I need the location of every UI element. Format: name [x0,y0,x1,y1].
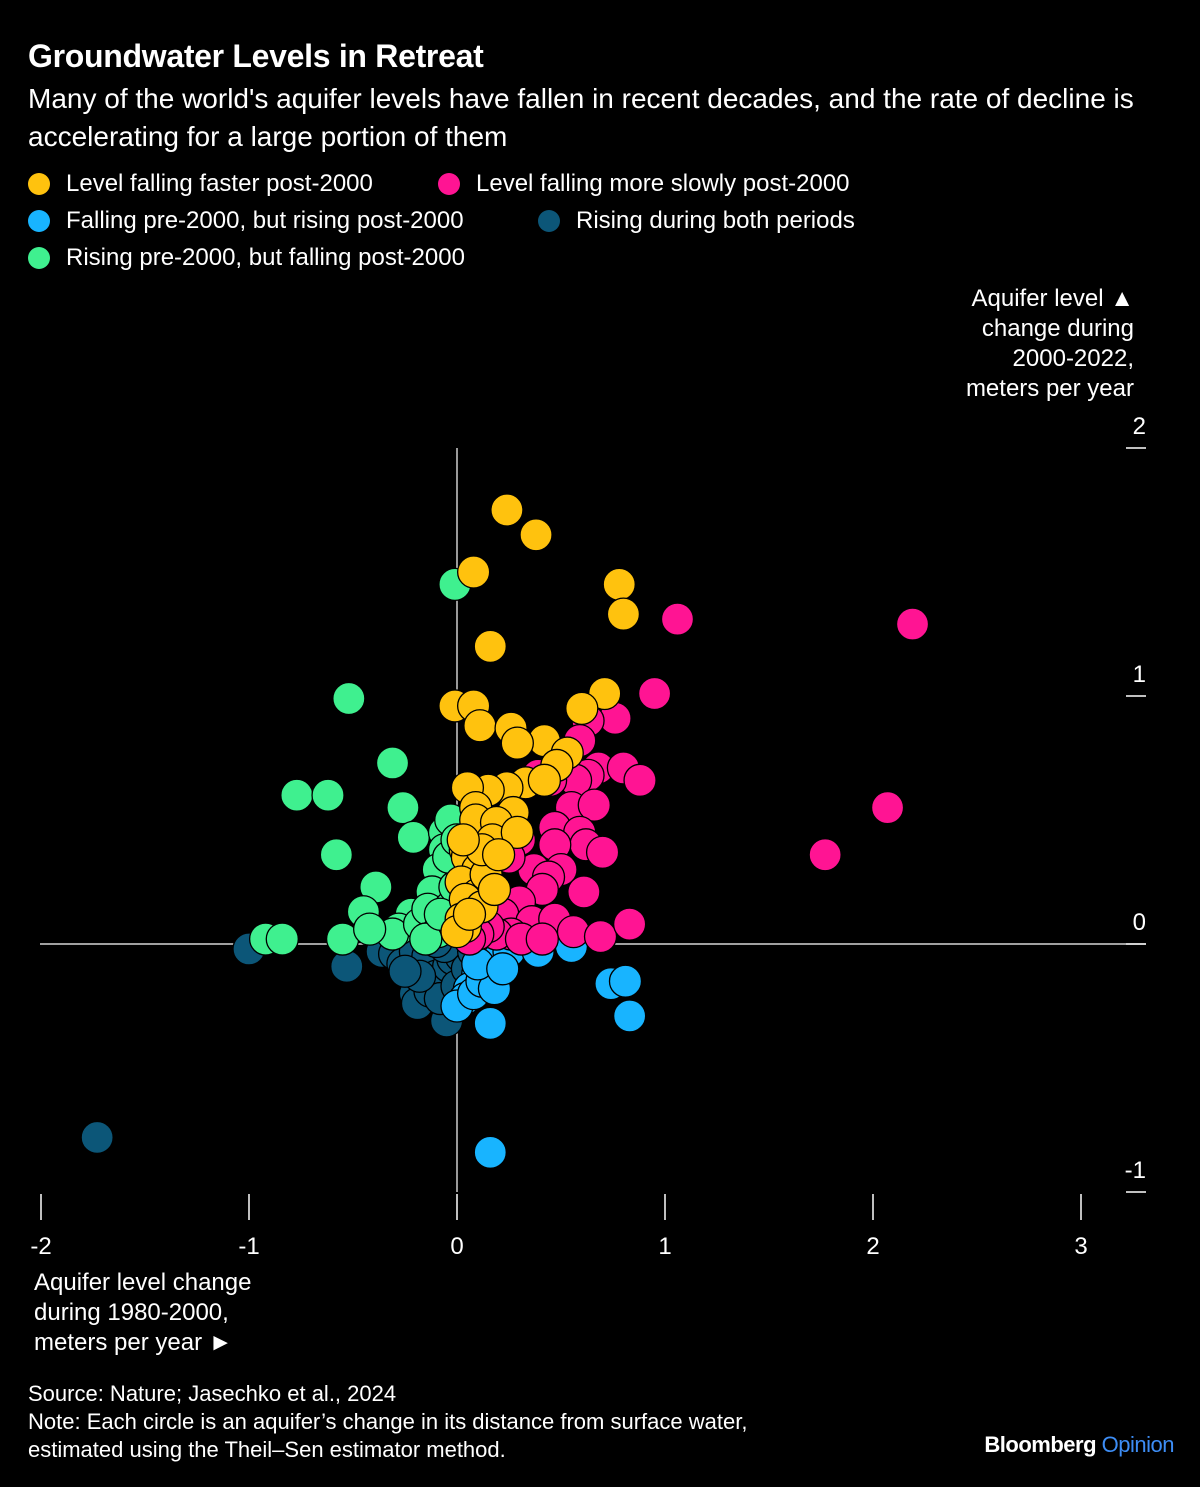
data-point-level-falling-faster-post-2000 [473,629,507,664]
legend-dot-falling-faster [28,173,50,195]
data-point-level-falling-more-slowly-post-2000 [585,835,620,869]
data-point-rising-during-both-periods [80,1120,114,1155]
brand-logo: Bloomberg Opinion [984,1432,1174,1458]
x-axis-title-line: meters per year ► [34,1329,233,1356]
data-point-falling-pre-2000-but-rising-post-2000 [608,964,643,998]
x-tick-label: 2 [866,1233,879,1260]
data-point-level-falling-more-slowly-post-2000 [525,922,559,956]
legend-label: Rising during both periods [576,207,855,234]
legend-label: Level falling more slowly post-2000 [476,170,850,197]
y-tick-label: 1 [1133,661,1146,688]
data-point-rising-during-both-periods [388,954,422,988]
data-point-level-falling-more-slowly-post-2000 [637,676,672,711]
data-point-level-falling-faster-post-2000 [452,897,487,931]
y-tick-label: 0 [1133,909,1146,936]
data-point-rising-pre-2000-but-falling-post-2000 [352,912,387,946]
chart-subtitle: Many of the world's aquifer levels have … [28,83,1134,152]
data-point-level-falling-more-slowly-post-2000 [660,602,695,636]
x-axis-title-line: Aquifer level change [34,1269,252,1296]
data-point-level-falling-more-slowly-post-2000 [583,919,618,954]
data-point-level-falling-faster-post-2000 [477,872,512,907]
data-point-falling-pre-2000-but-rising-post-2000 [486,952,520,986]
data-point-rising-pre-2000-but-falling-post-2000 [396,820,430,855]
x-tick-label: 3 [1074,1233,1087,1260]
data-point-level-falling-faster-post-2000 [606,597,641,631]
data-point-level-falling-faster-post-2000 [481,838,516,872]
legend-item-rising-then-falling: Rising pre-2000, but falling post-2000 [28,244,465,272]
data-point-level-falling-more-slowly-post-2000 [870,790,905,825]
legend-item-rising-both: Rising during both periods [538,207,855,235]
legend-item-falling-faster: Level falling faster post-2000 [28,170,373,198]
x-tick-label: -2 [30,1233,51,1260]
x-tick-label: -1 [238,1233,259,1260]
data-point-level-falling-faster-post-2000 [565,691,599,726]
data-point-rising-pre-2000-but-falling-post-2000 [265,922,299,956]
data-point-rising-pre-2000-but-falling-post-2000 [280,778,314,812]
x-axis-title: Aquifer level change during 1980-2000, m… [34,1268,334,1358]
legend-dot-falling-then-rising [28,210,50,232]
y-axis-title-line: meters per year [965,375,1134,402]
data-point-level-falling-faster-post-2000 [519,518,553,552]
legend-label: Falling pre-2000, but rising post-2000 [66,207,464,234]
data-point-level-falling-faster-post-2000 [446,823,480,857]
y-tick-label: 2 [1133,413,1146,440]
data-point-falling-pre-2000-but-rising-post-2000 [473,1135,507,1169]
data-point-falling-pre-2000-but-rising-post-2000 [473,1006,507,1041]
legend-label: Level falling faster post-2000 [66,170,373,197]
brand-accent: Opinion [1101,1432,1175,1457]
data-point-rising-pre-2000-but-falling-post-2000 [332,681,366,716]
legend-dot-falling-slowly [438,173,460,195]
data-point-rising-pre-2000-but-falling-post-2000 [311,778,345,812]
x-tick-label: 0 [450,1233,463,1260]
y-tick-label: -1 [1125,1157,1146,1184]
source-note: Source: Nature; Jasechko et al., 2024 No… [28,1380,928,1464]
data-point-level-falling-more-slowly-post-2000 [895,607,930,641]
data-point-level-falling-faster-post-2000 [500,815,534,850]
y-axis-title: Aquifer level ▲ change during 2000-2022,… [874,284,1134,404]
data-point-level-falling-faster-post-2000 [456,555,491,589]
data-point-level-falling-faster-post-2000 [602,567,636,602]
x-tick-label: 1 [658,1233,671,1260]
data-point-level-falling-faster-post-2000 [490,493,524,527]
data-point-level-falling-more-slowly-post-2000 [567,875,601,909]
data-point-level-falling-faster-post-2000 [463,709,497,743]
y-axis-title-line: change during [981,315,1134,342]
data-point-rising-pre-2000-but-falling-post-2000 [409,922,443,956]
data-point-level-falling-more-slowly-post-2000 [808,838,842,872]
data-point-falling-pre-2000-but-rising-post-2000 [612,999,647,1033]
note-text-line-2: estimated using the Theil–Sen estimator … [28,1437,506,1462]
legend-label: Rising pre-2000, but falling post-2000 [66,244,465,271]
note-text-line-1: Note: Each circle is an aquifer’s change… [28,1409,748,1434]
source-text: Source: Nature; Jasechko et al., 2024 [28,1381,397,1406]
y-axis-title-line: Aquifer level ▲ [971,285,1135,312]
x-axis-title-line: during 1980-2000, [34,1299,229,1326]
legend-item-falling-slowly: Level falling more slowly post-2000 [438,170,850,198]
data-point-level-falling-faster-post-2000 [500,726,534,760]
data-point-rising-pre-2000-but-falling-post-2000 [386,790,420,825]
brand-main: Bloomberg [984,1432,1097,1457]
legend-item-falling-then-rising: Falling pre-2000, but rising post-2000 [28,207,464,235]
y-axis-title-line: 2000-2022, [1012,345,1134,372]
data-point-level-falling-more-slowly-post-2000 [623,763,657,797]
chart-title: Groundwater Levels in Retreat [28,38,484,74]
data-point-level-falling-more-slowly-post-2000 [612,907,647,941]
legend-dot-rising-both [538,210,560,232]
legend-dot-rising-then-falling [28,247,50,269]
data-point-rising-pre-2000-but-falling-post-2000 [319,838,354,872]
data-point-level-falling-more-slowly-post-2000 [577,788,611,822]
data-point-level-falling-faster-post-2000 [527,763,562,797]
data-point-rising-pre-2000-but-falling-post-2000 [375,746,410,780]
